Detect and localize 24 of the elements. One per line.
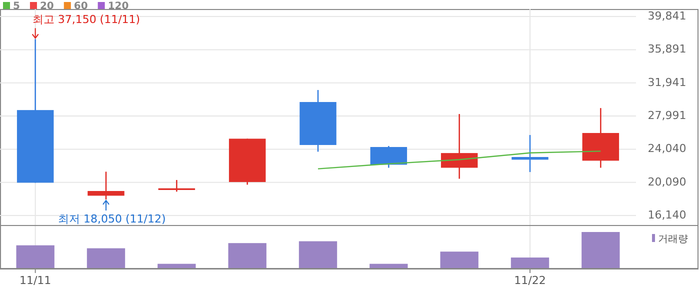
legend-label: 거래량	[658, 234, 688, 245]
bar	[510, 258, 550, 269]
y-tick-label: 31,941	[648, 76, 686, 89]
bar	[582, 232, 620, 269]
bar	[228, 243, 266, 269]
legend-label: 60	[74, 1, 88, 12]
y-tick-label: 27,991	[648, 109, 686, 122]
legend-label: 5	[13, 1, 20, 12]
bar	[16, 245, 54, 269]
y-tick-label: 24,040	[648, 142, 686, 156]
candlestick	[512, 134, 548, 173]
y-tick-label: 35,891	[648, 42, 686, 56]
bar	[298, 241, 338, 269]
y-tick-label: 20,090	[648, 175, 686, 188]
legend-label: 20	[40, 1, 54, 12]
x-tick-label: 11/11	[19, 274, 52, 287]
annotation: 최저 18,050 (11/12)	[58, 212, 166, 226]
legend-label: 120	[108, 1, 129, 12]
y-tick-label: 16,140	[648, 208, 686, 222]
y-tick-label: 39,841	[648, 10, 686, 23]
bar	[440, 252, 478, 269]
annotation: 최고 37,150 (11/11)	[32, 13, 140, 26]
bar	[86, 248, 126, 269]
x-tick-label: 11/22	[514, 274, 546, 287]
